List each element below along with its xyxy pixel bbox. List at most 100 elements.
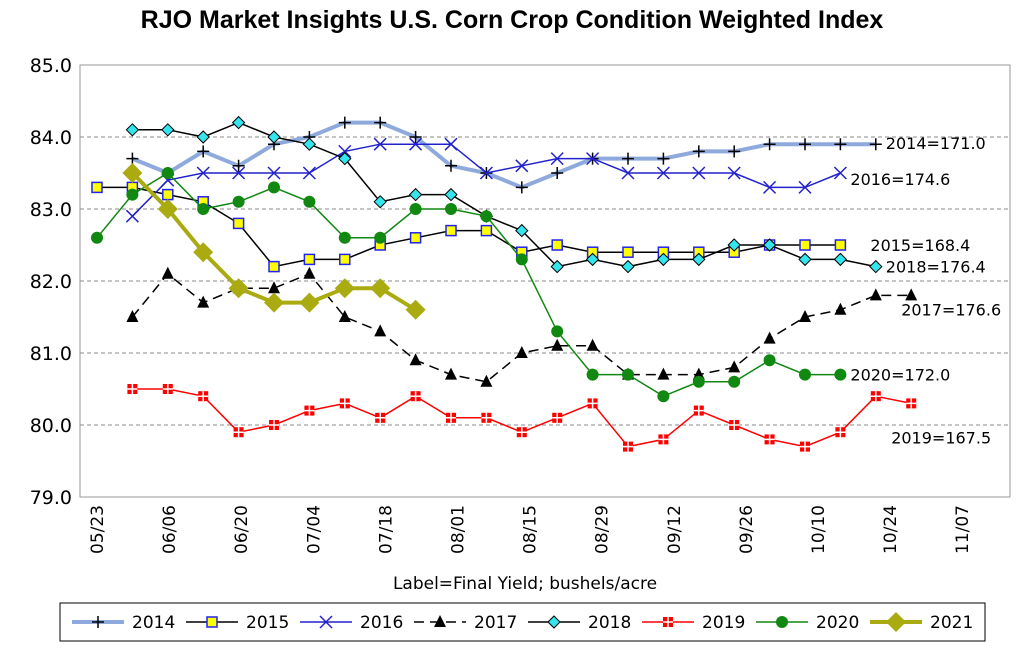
y-tick-label: 81.0 [30, 343, 72, 365]
data-point-2016 [515, 159, 529, 173]
data-point-2017 [905, 288, 918, 301]
data-point-2016 [479, 166, 493, 180]
legend-label: 2016 [360, 613, 403, 633]
data-point-2018 [621, 259, 635, 274]
data-point-2018 [727, 238, 741, 252]
data-point-2017 [515, 346, 528, 358]
data-point-2016 [763, 180, 777, 194]
data-point-2017 [197, 295, 210, 308]
data-point-2015 [268, 260, 280, 273]
data-point-2017 [799, 310, 811, 322]
legend-marker [547, 615, 561, 629]
series-2019: 2019=167.5 [127, 384, 991, 452]
data-point-2017 [374, 324, 387, 337]
x-tick-label: 08/29 [593, 505, 613, 554]
data-point-2020 [622, 368, 634, 381]
legend-item-2018: 2018 [528, 613, 631, 633]
data-point-2014 [834, 138, 847, 151]
data-point-2016 [692, 166, 706, 180]
data-point-2018 [585, 252, 600, 267]
data-point-2017 [763, 331, 776, 344]
data-point-2015 [799, 239, 811, 251]
data-point-2020 [515, 253, 528, 266]
data-point-2014 [515, 181, 528, 194]
chart-title: RJO Market Insights U.S. Corn Crop Condi… [140, 6, 884, 34]
legend-marker [92, 616, 104, 628]
data-point-2018 [762, 238, 777, 252]
data-point-2017 [338, 310, 351, 322]
data-point-2014 [338, 116, 351, 129]
data-point-2014 [409, 131, 422, 143]
data-point-2018 [338, 151, 352, 166]
legend-label: 2017 [474, 613, 517, 633]
data-point-2021 [264, 292, 284, 313]
legend-item-2017: 2017 [414, 613, 517, 633]
data-point-2019-cross [446, 412, 456, 423]
data-point-2015 [551, 239, 563, 251]
series-label-2017: 2017=176.6 [901, 300, 1001, 319]
x-tick-label: 08/15 [521, 505, 541, 554]
series-label-2020: 2020=172.0 [850, 366, 950, 385]
data-point-2014 [232, 159, 245, 172]
data-point-2020 [480, 210, 493, 223]
data-point-2015 [232, 217, 245, 230]
data-point-2017 [303, 266, 316, 279]
data-point-2014 [622, 152, 634, 165]
data-point-2019-cross [835, 427, 846, 438]
data-point-2020 [374, 231, 387, 244]
legend-marker [886, 612, 906, 632]
data-point-2015 [91, 181, 103, 194]
data-point-2020 [161, 167, 174, 179]
y-tick-label: 84.0 [30, 127, 72, 149]
data-point-2015 [409, 232, 422, 244]
series-line-2014 [131, 120, 876, 190]
data-point-2019-cross [764, 434, 775, 445]
data-point-2016 [798, 180, 812, 194]
series-2016: 2016=174.6 [125, 137, 950, 223]
data-point-2021 [228, 278, 249, 299]
data-point-2019-cross [800, 441, 810, 452]
data-point-2020 [338, 231, 351, 244]
data-point-2018 [125, 123, 140, 137]
data-point-2016 [196, 166, 210, 180]
data-point-2018 [798, 252, 812, 267]
data-point-2015 [303, 253, 316, 266]
data-point-2019-cross [127, 384, 138, 394]
legend-label: 2020 [816, 613, 859, 633]
data-point-2015 [834, 239, 847, 251]
data-point-2016 [409, 137, 423, 151]
data-point-2021 [299, 292, 320, 313]
series-2014: 2014=171.0 [126, 116, 986, 194]
data-point-2020 [91, 231, 103, 244]
data-point-2017 [834, 302, 847, 315]
data-point-2018 [161, 123, 175, 137]
x-tick-label: 06/20 [232, 505, 252, 554]
data-point-2016 [267, 166, 281, 180]
data-point-2019-cross [198, 391, 209, 402]
data-point-2014 [763, 138, 776, 151]
data-point-2014 [551, 167, 564, 179]
data-point-2019-cross [870, 391, 881, 402]
data-point-2016 [373, 137, 387, 151]
x-tick-label: 05/23 [88, 505, 108, 554]
y-tick-label: 83.0 [30, 199, 72, 221]
data-point-2017 [409, 353, 422, 366]
data-point-2020 [692, 375, 705, 388]
data-point-2020 [126, 188, 139, 201]
data-point-2018 [444, 187, 458, 202]
data-point-2019-cross [269, 420, 279, 430]
data-point-2018 [196, 130, 210, 144]
series-2021 [122, 163, 426, 320]
series-line-2018 [132, 121, 876, 268]
legend-item-2020: 2020 [756, 613, 859, 633]
data-point-2018 [656, 252, 671, 267]
data-point-2019-cross [623, 441, 633, 452]
data-point-2016 [125, 209, 139, 223]
legend-marker [319, 615, 333, 629]
data-point-2017 [586, 338, 599, 351]
data-point-2017 [126, 310, 139, 322]
data-point-2020 [799, 368, 811, 381]
data-point-2015 [480, 224, 493, 237]
data-point-2020 [728, 375, 741, 388]
data-point-2018 [869, 259, 883, 274]
